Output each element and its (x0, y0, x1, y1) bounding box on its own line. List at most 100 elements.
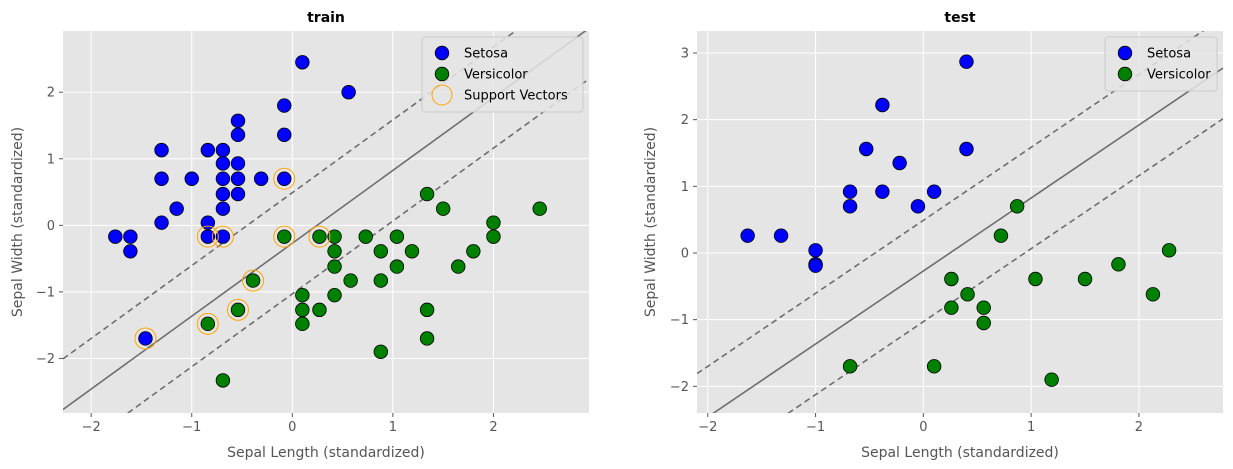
test-versicolor-point (1161, 243, 1177, 258)
test-panel: −2 −1 0 1 2 −2 −1 0 1 2 3 test Sepal Length (stand… (643, 10, 1223, 461)
test-setosa-point (842, 199, 858, 214)
test-grid (697, 31, 1223, 413)
train-setosa-point (230, 127, 246, 143)
train-support-vector-point (211, 225, 234, 248)
train-setosa-point (277, 171, 292, 186)
train-legend-label: Versicolor (464, 68, 528, 83)
train-versicolor-point (230, 302, 246, 318)
test-plot-content (697, 31, 1223, 413)
test-plot-background (697, 31, 1223, 413)
train-setosa-point (200, 229, 216, 244)
test-versicolor-point (1111, 257, 1126, 272)
test-versicolor-point (842, 359, 858, 374)
train-versicolor-point (419, 186, 435, 202)
train-setosa-point (215, 171, 231, 186)
train-y-tick-label: 0 (47, 219, 55, 234)
train-versicolor-point (277, 229, 292, 244)
train-ticks: −2 −1 0 1 2 −2 −1 0 1 2 (36, 86, 498, 435)
train-versicolor-point (373, 244, 389, 259)
train-setosa-point (154, 142, 169, 158)
test-x-tick-label: −1 (806, 420, 825, 435)
test-setosa-point (892, 155, 907, 171)
test-margin-line-upper (697, 31, 1205, 375)
test-x-tick-label: 0 (919, 420, 927, 435)
train-versicolor-point (312, 302, 327, 318)
train-versicolor-point (295, 288, 310, 303)
train-setosa-point (108, 229, 123, 244)
train-support-vector-point (226, 298, 249, 321)
train-versicolor-point (389, 229, 405, 244)
train-legend-marker-support-vectors (431, 84, 453, 106)
test-x-tick-label: 1 (1027, 420, 1035, 435)
train-setosa-point (230, 186, 246, 202)
train-setosa-point (215, 201, 231, 216)
train-support-vector-point (273, 167, 296, 190)
train-x-axis-label: Sepal Length (standardized) (227, 445, 425, 461)
test-setosa-point (875, 184, 890, 199)
test-versicolor-point (944, 300, 959, 315)
test-ticks: −2 −1 0 1 2 −2 −1 0 1 2 3 (670, 47, 1143, 436)
train-versicolor-point (486, 229, 501, 244)
test-versicolor-point (1009, 199, 1025, 214)
train-versicolor-point (466, 244, 481, 259)
test-y-tick-label: 3 (681, 47, 689, 62)
train-legend-box (421, 36, 584, 113)
train-setosa-point (253, 171, 269, 186)
test-setosa-point (808, 243, 823, 258)
train-versicolor-point (312, 229, 327, 244)
test-setosa-point (926, 184, 942, 199)
test-x-axis-label: Sepal Length (standardized) (861, 445, 1059, 461)
train-setosa-point (123, 244, 138, 259)
train-setosa-point (215, 186, 231, 202)
train-versicolor-point (245, 273, 261, 288)
test-setosa-point (808, 258, 823, 273)
train-setosa-point (230, 156, 246, 171)
test-setosa-point (859, 141, 874, 157)
test-legend-label: Versicolor (1147, 68, 1211, 83)
test-setosa-point (959, 54, 974, 69)
train-y-tick-label: 1 (47, 152, 55, 167)
test-setosa-point (875, 97, 890, 113)
test-y-tick-label: −1 (670, 313, 689, 328)
test-setosa-point (740, 228, 755, 243)
train-x-tick-label: −1 (182, 420, 201, 435)
train-setosa-point (169, 201, 184, 216)
train-versicolor-point (373, 273, 389, 288)
train-legend-label: Support Vectors (464, 89, 568, 104)
train-versicolor-point (451, 259, 466, 274)
train-versicolor-point (486, 215, 501, 230)
test-versicolor-point (976, 315, 991, 331)
train-x-tick-label: 2 (489, 420, 497, 435)
test-versicolor-point (1028, 271, 1043, 287)
test-versicolor-point (944, 271, 959, 287)
train-x-tick-label: −2 (82, 420, 101, 435)
train-versicolor-point (215, 373, 231, 388)
test-versicolor-point (1077, 271, 1093, 287)
test-versicolor-point (960, 287, 975, 302)
train-versicolor-point (404, 244, 420, 259)
train-y-tick-label: 2 (47, 86, 55, 101)
test-setosa-point (773, 228, 789, 243)
train-setosa-point (230, 171, 246, 186)
train-legend-marker-setosa (434, 45, 450, 61)
test-y-tick-label: 0 (681, 247, 689, 262)
test-versicolor-point (1145, 287, 1161, 302)
test-decision-boundary (712, 67, 1223, 413)
train-support-vector-point (134, 327, 157, 350)
train-legend-label: Setosa (464, 47, 508, 62)
test-y-tick-label: 2 (681, 113, 689, 128)
train-setosa-point (184, 171, 199, 186)
train-support-vector-point (196, 225, 219, 248)
train-y-tick-label: −2 (36, 352, 55, 367)
train-setosa-point (138, 331, 153, 346)
test-title: test (944, 10, 976, 26)
test-setosa-point (842, 184, 858, 199)
train-versicolor-point (295, 316, 310, 332)
train-support-vector-point (242, 269, 265, 292)
train-versicolor-point (200, 316, 216, 332)
test-legend-label: Setosa (1147, 47, 1191, 62)
train-x-tick-label: 1 (389, 420, 397, 435)
test-versicolor-point (926, 359, 942, 374)
train-versicolor-point (327, 229, 342, 244)
